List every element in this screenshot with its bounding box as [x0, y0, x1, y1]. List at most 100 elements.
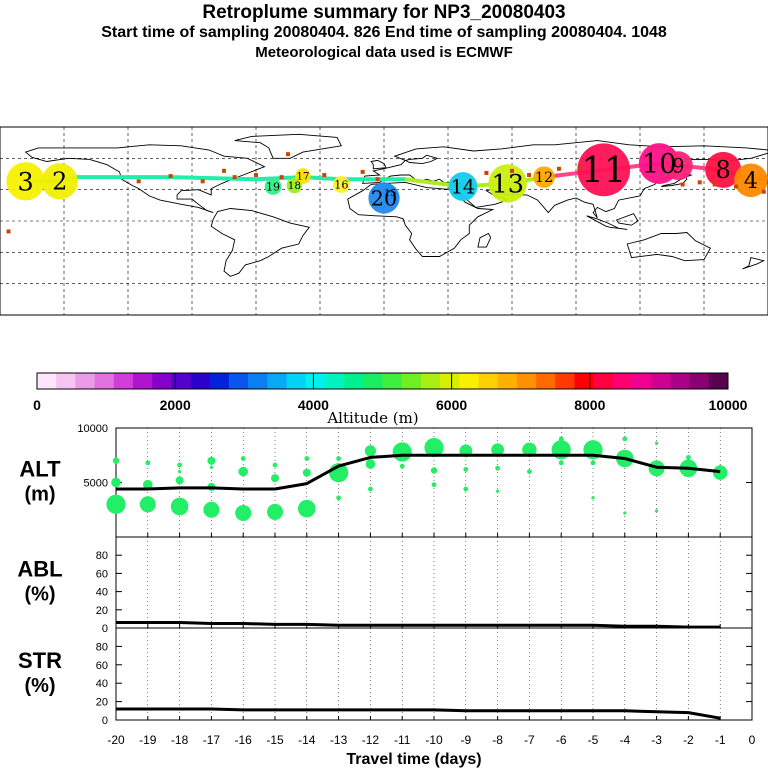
day-label: 9: [672, 154, 684, 177]
scatter-point: [713, 465, 728, 480]
coastline: [370, 159, 387, 170]
map-plume-track: [6, 143, 768, 234]
scatter-point: [143, 479, 153, 490]
colorbar-cell: [152, 373, 172, 389]
scatter-point: [111, 477, 121, 488]
particle-marker: [578, 164, 583, 169]
particle-marker: [360, 169, 365, 174]
plume-blob: [734, 163, 768, 198]
y-tick-label: 80: [96, 641, 108, 653]
day-label: 10: [642, 149, 677, 180]
scatter-point: [527, 469, 532, 474]
scatter-point: [590, 460, 596, 466]
x-tick-label: -19: [139, 733, 157, 747]
scatter-point: [272, 462, 278, 468]
x-tick-label: -10: [425, 733, 443, 747]
plume-blob: [295, 168, 311, 184]
plume-blob: [664, 151, 693, 181]
scatter-point: [655, 509, 659, 513]
colorbar-cell: [56, 373, 76, 389]
particle-marker: [527, 173, 532, 178]
colorbar-cell: [497, 373, 518, 389]
scatter-point: [591, 496, 595, 500]
x-tick-label: -2: [683, 733, 694, 747]
day-label: 2: [52, 168, 67, 196]
x-tick-label: -12: [362, 733, 380, 747]
particle-marker: [232, 175, 237, 180]
chart-subtitle-2: Meteorological data used is ECMWF: [255, 44, 513, 61]
panel-abl: 0 20 40 60 80 ABL(%): [17, 536, 753, 635]
plume-blob: [577, 143, 631, 197]
colorbar-cell: [670, 373, 690, 389]
scatter-point: [463, 467, 469, 472]
chart-title: Retroplume summary for NP3_20080403: [202, 2, 566, 23]
y-tick-label: 40: [96, 587, 108, 599]
colorbar-cell: [555, 373, 575, 389]
x-tick-label: -8: [492, 733, 503, 747]
y-axis-label: (m): [24, 484, 55, 506]
scatter-point: [430, 467, 438, 474]
day-label: 17: [296, 171, 309, 183]
coastline: [24, 144, 266, 214]
series-line: [116, 621, 721, 629]
colorbar-cell: [689, 373, 710, 389]
scatter-point: [235, 505, 252, 522]
particle-marker: [712, 182, 717, 187]
x-tick-label: -14: [298, 733, 316, 747]
particle-marker: [222, 168, 226, 173]
x-tick-label: -9: [460, 733, 471, 747]
particle-marker: [6, 229, 11, 234]
colorbar-cell: [171, 373, 191, 389]
particle-marker: [484, 170, 489, 175]
map-graticule: [0, 127, 768, 315]
x-axis-label: Travel time (days): [346, 751, 481, 768]
y-tick-label: 80: [96, 550, 108, 562]
y-tick-label: 5000: [84, 478, 108, 490]
scatter-point: [139, 496, 156, 513]
scatter-point: [424, 438, 444, 458]
particle-marker: [375, 177, 380, 182]
colorbar-tick-label: 0: [33, 397, 41, 413]
colorbar-cell: [632, 373, 652, 389]
colorbar-cell: [209, 373, 230, 389]
scatter-point: [623, 511, 627, 515]
colorbar-cell: [132, 373, 153, 389]
particle-marker: [697, 180, 702, 185]
y-axis-label: (%): [24, 675, 55, 697]
coastline: [234, 133, 342, 159]
scatter-point: [495, 465, 500, 471]
coastline: [477, 232, 492, 248]
scatter-point: [238, 466, 248, 477]
colorbar-cell: [228, 373, 249, 389]
scatter-point: [112, 457, 120, 464]
series-line: [116, 707, 721, 720]
coastline: [210, 208, 311, 277]
scatter-point: [463, 486, 469, 492]
colorbar-cell: [248, 373, 268, 389]
particle-marker: [200, 179, 205, 184]
coastline: [615, 213, 639, 226]
particle-marker: [254, 173, 258, 178]
scatter-point: [558, 460, 564, 466]
colorbar-cell: [267, 373, 287, 389]
y-tick-label: 40: [96, 678, 108, 690]
y-axis-label: ABL: [17, 557, 62, 582]
colorbar-cell: [94, 373, 115, 389]
particle-marker: [510, 168, 514, 173]
x-tick-label: 0: [749, 733, 756, 747]
y-tick-label: 60: [96, 660, 108, 672]
plume-blob: [368, 182, 400, 214]
colorbar-cell: [305, 373, 326, 389]
scatter-point: [364, 445, 376, 457]
scatter-point: [304, 456, 310, 461]
day-label: 18: [288, 180, 301, 192]
particle-marker: [168, 174, 173, 179]
plume-segment: [170, 175, 257, 182]
scatter-point: [655, 441, 659, 445]
day-label: 3: [17, 167, 33, 197]
scatter-point: [365, 459, 376, 469]
colorbar-cell: [651, 373, 671, 389]
